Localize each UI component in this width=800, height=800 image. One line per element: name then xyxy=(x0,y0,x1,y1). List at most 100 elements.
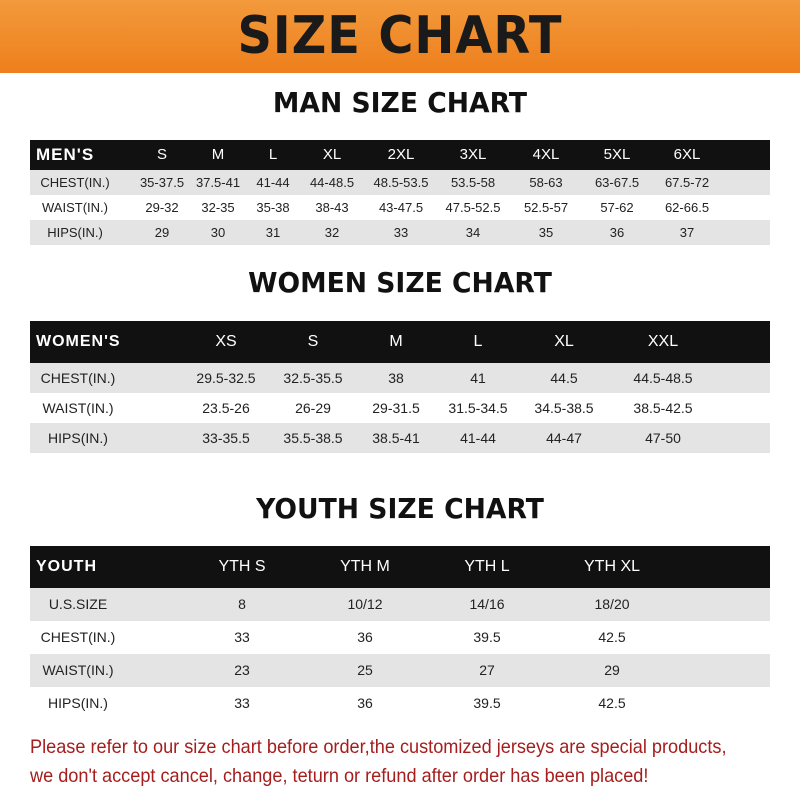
row-label: WAIST(IN.) xyxy=(42,662,114,678)
size-cell: 29-31.5 xyxy=(372,400,420,416)
size-cell: YTH M xyxy=(340,558,390,575)
size-cell: 29 xyxy=(154,225,170,240)
size-cell: 8 xyxy=(238,596,246,612)
page-title: SIZE CHART xyxy=(237,6,563,66)
size-cell: 27 xyxy=(479,662,495,678)
youth-size-table: YOUTH YTH S YTH M YTH L YTH XL U.S.SIZE 8 10/12… xyxy=(30,546,770,720)
size-cell: 63-67.5 xyxy=(594,175,640,190)
row-label: MEN'S xyxy=(36,145,95,164)
size-cell: 41 xyxy=(470,370,486,386)
row-label: CHEST(IN.) xyxy=(40,370,116,386)
size-cell: XS xyxy=(215,333,237,350)
table-header-row: YOUTH YTH S YTH M YTH L YTH XL xyxy=(30,546,770,588)
row-label: YOUTH xyxy=(36,558,97,575)
size-cell: XXL xyxy=(647,333,679,350)
size-cell: 31.5-34.5 xyxy=(448,400,508,416)
size-cell: 33-35.5 xyxy=(202,430,250,446)
men-section-title: MAN SIZE CHART xyxy=(272,86,528,119)
size-cell: 10/12 xyxy=(347,596,383,612)
size-cell: M xyxy=(389,333,403,350)
size-cell: XL xyxy=(322,146,342,163)
row-label: WAIST(IN.) xyxy=(42,400,114,416)
size-cell: 32-35 xyxy=(201,200,235,215)
notice-line: Please refer to our size chart before or… xyxy=(30,736,727,758)
size-cell: 67.5-72 xyxy=(664,175,710,190)
size-cell: 4XL xyxy=(532,146,560,163)
size-cell: 38.5-42.5 xyxy=(633,400,693,416)
table-row: WAIST(IN.) 29-32 32-35 35-38 38-43 43-47.5 47.… xyxy=(30,195,770,220)
size-cell: 36 xyxy=(609,225,625,240)
size-cell: 33 xyxy=(393,225,409,240)
table-row: HIPS(IN.) 33-35.5 35.5-38.5 38.5-41 41-44 44-… xyxy=(30,423,770,453)
size-cell: 23.5-26 xyxy=(202,400,250,416)
row-label: CHEST(IN.) xyxy=(40,629,116,645)
size-cell: S xyxy=(307,333,319,350)
size-cell: 36 xyxy=(357,695,373,711)
table-row: HIPS(IN.) 29 30 31 32 33 34 35 36 37 xyxy=(30,220,770,245)
size-cell: 39.5 xyxy=(473,695,501,711)
size-cell: 42.5 xyxy=(598,629,626,645)
size-cell: YTH XL xyxy=(583,558,641,575)
size-cell: 34.5-38.5 xyxy=(534,400,594,416)
size-cell: 29 xyxy=(604,662,620,678)
size-cell: 47.5-52.5 xyxy=(445,200,501,215)
size-cell: 34 xyxy=(465,225,481,240)
size-cell: 6XL xyxy=(673,146,701,163)
table-row: CHEST(IN.) 29.5-32.5 32.5-35.5 38 41 44.5 44.5… xyxy=(30,363,770,393)
size-cell: 35-38 xyxy=(256,200,290,215)
women-section-title: WOMEN SIZE CHART xyxy=(248,266,552,299)
size-cell: 29.5-32.5 xyxy=(196,370,256,386)
size-cell: 57-62 xyxy=(600,200,634,215)
size-cell: 53.5-58 xyxy=(450,175,496,190)
order-notice: Please refer to our size chart before or… xyxy=(30,733,737,791)
size-cell: 29-32 xyxy=(145,200,179,215)
table-header-row: MEN'S S M L XL 2XL 3XL 4XL 5XL 6XL xyxy=(30,140,770,170)
size-cell: 39.5 xyxy=(473,629,501,645)
size-cell: 31 xyxy=(265,225,281,240)
men-size-table: MEN'S S M L XL 2XL 3XL 4XL 5XL 6XL CHEST(IN.) 35-37… xyxy=(30,140,770,245)
table-row: CHEST(IN.) 33 36 39.5 42.5 xyxy=(30,621,770,654)
size-cell: S xyxy=(156,146,168,163)
row-label: CHEST(IN.) xyxy=(40,175,110,190)
size-cell: 38.5-41 xyxy=(372,430,420,446)
size-cell: YTH S xyxy=(218,558,266,575)
title-banner: SIZE CHART xyxy=(0,0,800,73)
size-cell: 38-43 xyxy=(315,200,349,215)
size-cell: 33 xyxy=(234,629,250,645)
size-cell: 32.5-35.5 xyxy=(283,370,343,386)
youth-section-title: YOUTH SIZE CHART xyxy=(256,492,544,525)
table-row: WAIST(IN.) 23.5-26 26-29 29-31.5 31.5-34.5 34… xyxy=(30,393,770,423)
size-cell: 32 xyxy=(324,225,340,240)
notice-line: we don't accept cancel, change, teturn o… xyxy=(30,765,649,787)
size-cell: 36 xyxy=(357,629,373,645)
size-cell: YTH L xyxy=(464,558,510,575)
table-header-row: WOMEN'S XS S M L XL XXL xyxy=(30,321,770,363)
size-cell: 41-44 xyxy=(460,430,496,446)
size-cell: 2XL xyxy=(387,146,415,163)
row-label: HIPS(IN.) xyxy=(48,430,108,446)
size-cell: 38 xyxy=(388,370,404,386)
row-label: WOMEN'S xyxy=(36,333,121,350)
size-cell: 47-50 xyxy=(645,430,681,446)
size-cell: 25 xyxy=(357,662,373,678)
size-cell: 18/20 xyxy=(594,596,630,612)
size-cell: 3XL xyxy=(459,146,487,163)
table-row: CHEST(IN.) 35-37.5 37.5-41 41-44 44-48.5 48.5… xyxy=(30,170,770,195)
row-label: HIPS(IN.) xyxy=(48,695,108,711)
size-cell: 26-29 xyxy=(295,400,331,416)
size-cell: 42.5 xyxy=(598,695,626,711)
size-cell: 35.5-38.5 xyxy=(283,430,343,446)
size-cell: 48.5-53.5 xyxy=(373,175,429,190)
size-cell: 44-48.5 xyxy=(309,175,355,190)
size-cell: 35-37.5 xyxy=(139,175,185,190)
table-row: WAIST(IN.) 23 25 27 29 xyxy=(30,654,770,687)
size-cell: 44-47 xyxy=(546,430,582,446)
size-cell: 44.5 xyxy=(550,370,578,386)
row-label: U.S.SIZE xyxy=(48,596,108,612)
table-row: HIPS(IN.) 33 36 39.5 42.5 xyxy=(30,687,770,720)
size-cell: L xyxy=(268,146,278,163)
size-cell: 41-44 xyxy=(256,175,290,190)
size-cell: M xyxy=(211,146,225,163)
size-cell: 62-66.5 xyxy=(664,200,710,215)
size-cell: 58-63 xyxy=(529,175,563,190)
